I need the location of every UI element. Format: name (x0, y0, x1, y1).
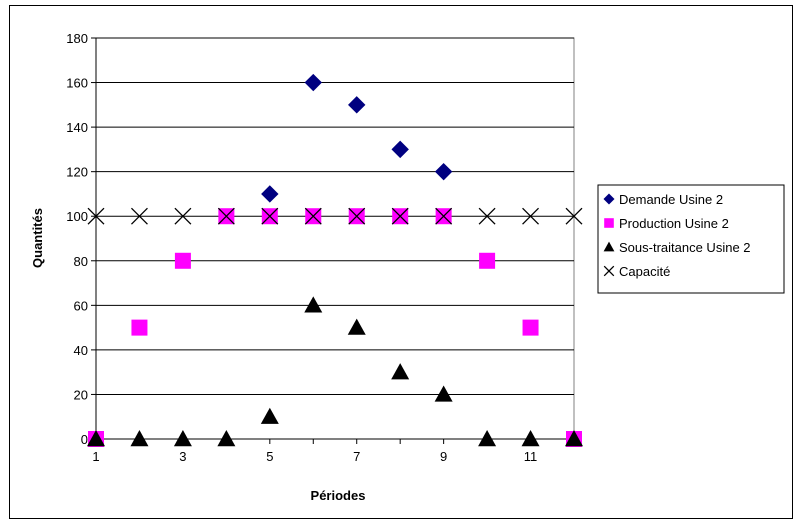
capacit-point (261, 207, 279, 225)
x-axis-label: Périodes (311, 488, 366, 503)
y-tick-label: 0 (81, 432, 88, 447)
demande-usine-2-point (348, 96, 366, 114)
sous-traitance-usine-2-point (391, 363, 410, 380)
sous-traitance-usine-2-point (217, 430, 236, 447)
plot-area (95, 37, 575, 440)
capacit-point (565, 207, 583, 225)
y-tick-label: 20 (74, 387, 88, 402)
y-tick-label: 40 (74, 343, 88, 358)
y-axis-label: Quantités (30, 208, 45, 268)
legend-label-capacit: Capacité (619, 264, 670, 279)
sous-traitance-usine-2-point (304, 296, 323, 313)
capacit-point (435, 207, 453, 225)
legend-box (597, 184, 785, 294)
capacit-point (348, 207, 366, 225)
capacit-point (130, 207, 148, 225)
sous-traitance-usine-2-point (347, 318, 366, 335)
demande-usine-2-point (304, 73, 322, 92)
demande-usine-2-point (391, 140, 409, 159)
y-tick-label: 120 (66, 165, 88, 180)
sous-traitance-usine-2-point (87, 430, 105, 447)
x-tick-label: 9 (440, 449, 447, 464)
y-tick-labels: 0 20 40 60 80 100 120 140 160 180 (66, 31, 88, 447)
x-tick-label: 3 (179, 449, 186, 464)
capacit-point (478, 207, 496, 225)
production-usine-2-point (131, 319, 148, 336)
production-usine-2-point (522, 319, 539, 336)
x-tick-label: 11 (524, 449, 538, 464)
x-tick-label: 7 (353, 449, 360, 464)
legend-marker-capacit (603, 265, 615, 277)
sous-traitance-usine-2-point (260, 407, 279, 424)
sous-traitance-usine-2-point (173, 430, 192, 447)
sous-traitance-usine-2-point (478, 430, 497, 447)
sous-traitance-usine-2-point (521, 430, 540, 447)
capacit-point (304, 207, 322, 225)
capacit-point (391, 207, 409, 225)
y-tick-label: 160 (66, 76, 88, 91)
y-tick-label: 60 (74, 298, 88, 313)
y-tick-label: 180 (66, 31, 88, 46)
legend-label-demande-usine-2: Demande Usine 2 (619, 192, 723, 207)
legend-label-sous-traitance-usine-2: Sous-traitance Usine 2 (619, 240, 751, 255)
y-tick-label: 140 (66, 120, 88, 135)
sous-traitance-usine-2-point (434, 385, 453, 402)
capacit-point (87, 207, 105, 225)
demande-usine-2-point (261, 185, 279, 203)
legend-label-production-usine-2: Production Usine 2 (619, 216, 729, 231)
capacit-point (174, 207, 192, 225)
data-points (87, 73, 583, 447)
legend-marker-sous-traitance-usine-2 (603, 241, 615, 252)
sous-traitance-usine-2-point (565, 430, 583, 447)
production-usine-2-point (174, 252, 191, 269)
sous-traitance-usine-2-point (130, 430, 149, 447)
y-tick-label: 100 (66, 209, 88, 224)
y-tick-label: 80 (74, 254, 88, 269)
capacit-point (217, 207, 235, 225)
demande-usine-2-point (434, 162, 453, 181)
capacit-point (522, 207, 540, 225)
gridlines (96, 37, 574, 395)
legend-marker-demande-usine-2 (603, 193, 615, 205)
production-usine-2-point (479, 252, 496, 269)
legend: Demande Usine 2 Production Usine 2 Sous-tr… (597, 184, 785, 294)
x-tick-label: 1 (92, 449, 99, 464)
x-tick-label: 5 (266, 449, 273, 464)
x-tick-labels: 1 3 5 7 9 11 (92, 449, 537, 464)
legend-marker-production-usine-2 (604, 218, 614, 228)
